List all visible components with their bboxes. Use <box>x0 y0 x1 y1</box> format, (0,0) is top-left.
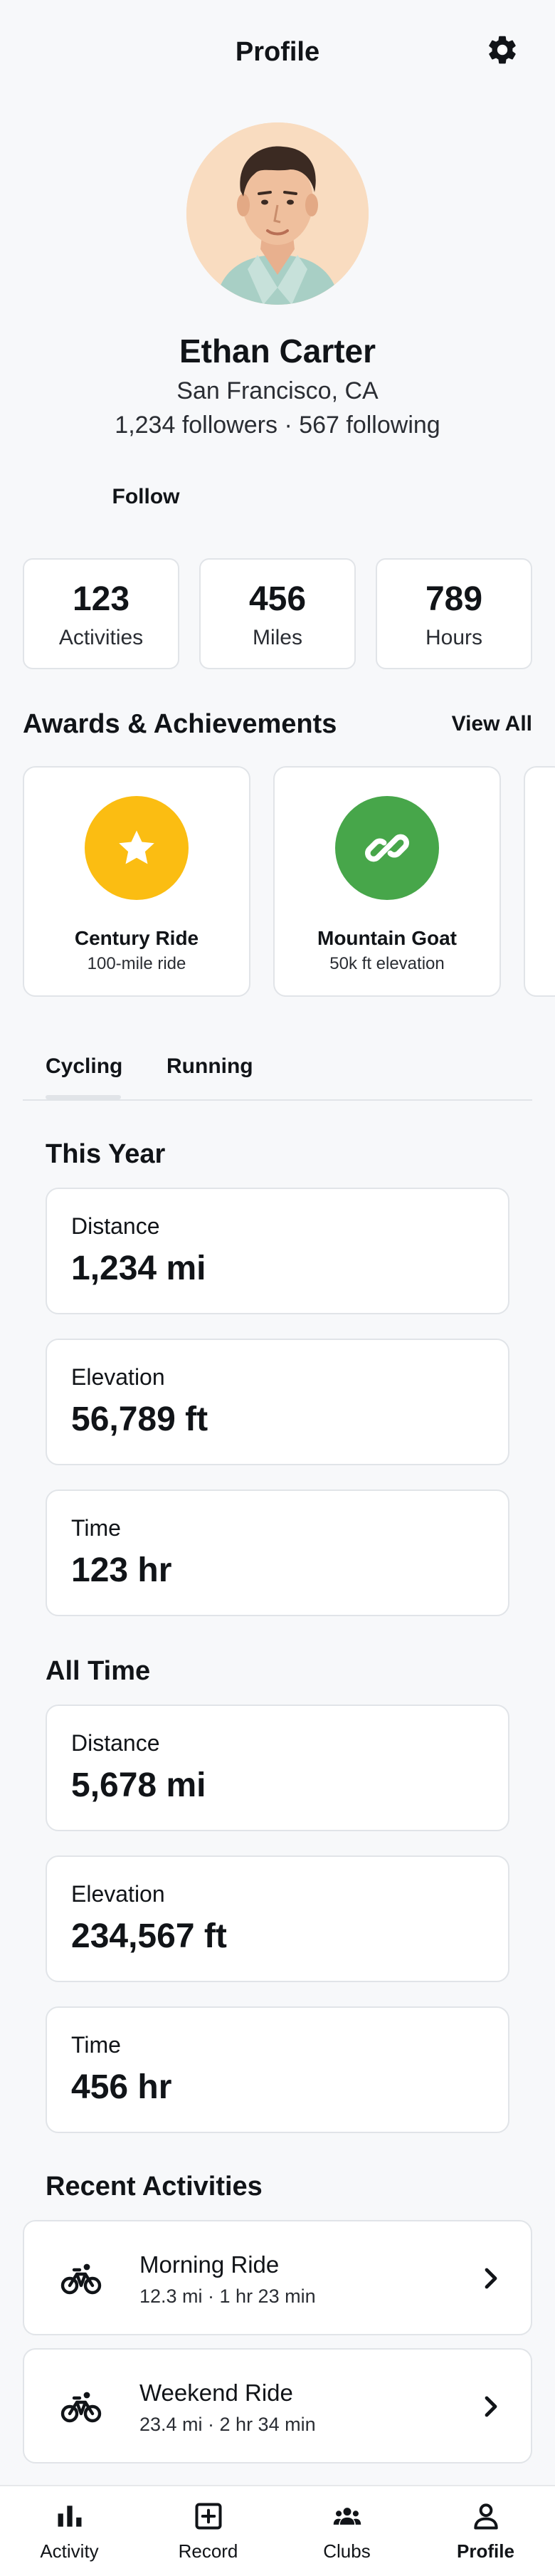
bottom-nav: Activity Record <box>0 2485 555 2576</box>
award-title: Mountain Goat <box>317 927 457 949</box>
nav-item-profile[interactable]: Profile <box>416 2486 555 2576</box>
chevron-right-icon <box>480 2266 501 2291</box>
group-icon <box>332 2501 363 2532</box>
metric-label: Elevation <box>71 1881 165 1907</box>
follow-counts: 1,234 followers · 567 following <box>0 412 555 439</box>
metric-value: 123 hr <box>71 1551 172 1589</box>
stat-hours[interactable]: 789 Hours <box>376 558 532 669</box>
stat-value: 123 <box>72 580 130 618</box>
metric-value: 234,567 ft <box>71 1917 227 1955</box>
chevron-right-icon <box>480 2394 501 2419</box>
metric-card-time: Time 456 hr <box>46 2006 509 2133</box>
stat-activities[interactable]: 123 Activities <box>23 558 179 669</box>
message-button[interactable]: Message <box>340 476 475 518</box>
activity-row-weekend-ride[interactable]: Weekend Ride 23.4 mi · 2 hr 34 min <box>23 2348 532 2464</box>
bar-chart-icon <box>54 2501 85 2532</box>
metric-card-distance: Distance 5,678 mi <box>46 1705 509 1831</box>
person-icon <box>470 2501 502 2532</box>
activity-title: Weekend Ride <box>139 2379 293 2406</box>
follow-button[interactable]: Follow <box>78 476 213 518</box>
metric-card-elevation: Elevation 234,567 ft <box>46 1855 509 1982</box>
award-card-partial[interactable] <box>524 766 555 997</box>
page-title: Profile <box>235 37 320 67</box>
tab-running[interactable]: Running <box>166 1054 253 1078</box>
metric-value: 456 hr <box>71 2068 172 2106</box>
nav-item-clubs[interactable]: Clubs <box>278 2486 416 2576</box>
metric-card-distance: Distance 1,234 mi <box>46 1188 509 1314</box>
sport-tabs: Cycling Running <box>23 1047 532 1101</box>
follow-separator: · <box>284 412 292 439</box>
recent-activities-heading: Recent Activities <box>46 2172 263 2201</box>
activity-subtitle: 23.4 mi · 2 hr 34 min <box>139 2414 316 2435</box>
award-badge <box>335 796 439 900</box>
metric-value: 5,678 mi <box>71 1766 206 1804</box>
award-subtitle: 100-mile ride <box>87 954 186 973</box>
metric-card-time: Time 123 hr <box>46 1489 509 1616</box>
tab-cycling[interactable]: Cycling <box>46 1047 122 1099</box>
nav-label: Clubs <box>323 2540 371 2562</box>
metric-value: 1,234 mi <box>71 1250 206 1287</box>
metric-value: 56,789 ft <box>71 1400 208 1438</box>
link-icon <box>365 834 409 862</box>
nav-item-activity[interactable]: Activity <box>0 2486 139 2576</box>
star-icon <box>119 830 154 864</box>
awards-heading: Awards & Achievements <box>23 709 337 739</box>
award-card-century-ride[interactable]: Century Ride 100-mile ride <box>23 766 250 997</box>
award-card-mountain-goat[interactable]: Mountain Goat 50k ft elevation <box>273 766 501 997</box>
nav-item-record[interactable]: Record <box>139 2486 278 2576</box>
view-all-link[interactable]: View All <box>451 712 532 735</box>
metric-label: Distance <box>71 1213 160 1239</box>
activity-row-morning-ride[interactable]: Morning Ride 12.3 mi · 1 hr 23 min <box>23 2220 532 2335</box>
stat-label: Miles <box>252 626 302 649</box>
metric-label: Time <box>71 2032 121 2058</box>
award-subtitle: 50k ft elevation <box>329 954 445 973</box>
activity-title: Morning Ride <box>139 2251 280 2278</box>
stat-miles[interactable]: 456 Miles <box>199 558 356 669</box>
bicycle-icon <box>60 2260 102 2297</box>
gear-icon[interactable] <box>485 33 519 67</box>
nav-label: Profile <box>457 2540 514 2562</box>
profile-actions: Follow Message <box>0 476 555 518</box>
activity-subtitle: 12.3 mi · 1 hr 23 min <box>139 2286 316 2307</box>
top-bar: Profile <box>0 0 555 107</box>
metric-label: Distance <box>71 1730 160 1756</box>
avatar <box>186 122 369 305</box>
award-title: Century Ride <box>74 927 199 949</box>
plus-square-icon <box>193 2501 224 2532</box>
nav-label: Activity <box>40 2540 99 2562</box>
nav-label: Record <box>178 2540 238 2562</box>
profile-location: San Francisco, CA <box>176 377 379 404</box>
award-badge <box>85 796 189 900</box>
stat-label: Activities <box>58 626 144 649</box>
this-year-heading: This Year <box>46 1139 166 1169</box>
metric-label: Elevation <box>71 1364 165 1390</box>
all-time-heading: All Time <box>46 1656 151 1686</box>
stat-value: 456 <box>248 580 307 618</box>
profile-name: Ethan Carter <box>179 333 376 370</box>
followers-count[interactable]: 1,234 followers <box>115 412 278 439</box>
metric-label: Time <box>71 1515 121 1541</box>
following-count[interactable]: 567 following <box>299 412 440 439</box>
stat-value: 789 <box>425 580 483 618</box>
bicycle-icon <box>60 2388 102 2425</box>
metric-card-elevation: Elevation 56,789 ft <box>46 1339 509 1465</box>
stat-label: Hours <box>425 626 483 649</box>
